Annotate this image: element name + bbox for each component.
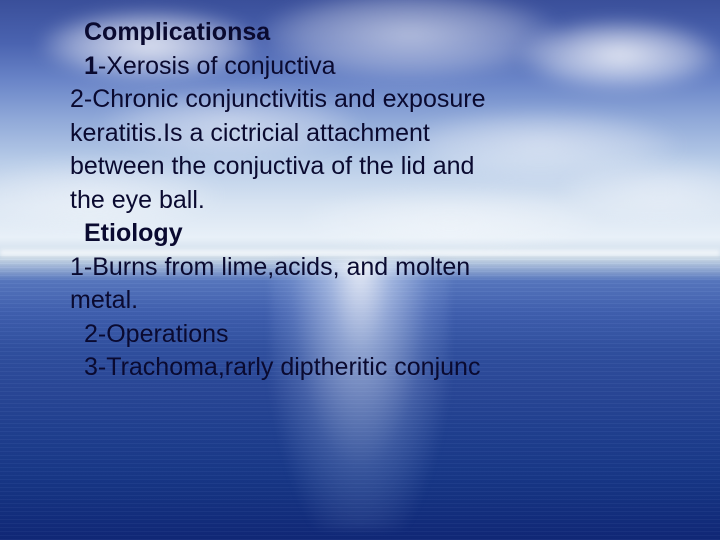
bold-prefix: 1 — [84, 52, 98, 80]
body-line: between the conjuctiva of the lid and — [70, 150, 660, 184]
body-line: keratitis.Is a cictricial attachment — [70, 117, 660, 151]
heading-complications: Complicationsa — [70, 16, 660, 50]
body-line: the eye ball. — [70, 184, 660, 218]
body-line: 1-Xerosis of conjuctiva — [70, 50, 660, 84]
body-line: metal. — [70, 284, 660, 318]
body-line: 2-Operations — [70, 318, 660, 352]
slide-text-block: Complicationsa 1-Xerosis of conjuctiva 2… — [70, 16, 660, 385]
body-line: 1-Burns from lime,acids, and molten — [70, 251, 660, 285]
slide-background: Complicationsa 1-Xerosis of conjuctiva 2… — [0, 0, 720, 540]
body-line: 3-Trachoma,rarly diptheritic conjunc — [70, 351, 660, 385]
body-line: 2-Chronic conjunctivitis and exposure — [70, 83, 660, 117]
heading-etiology: Etiology — [70, 217, 660, 251]
body-text: -Xerosis of conjuctiva — [98, 52, 336, 80]
